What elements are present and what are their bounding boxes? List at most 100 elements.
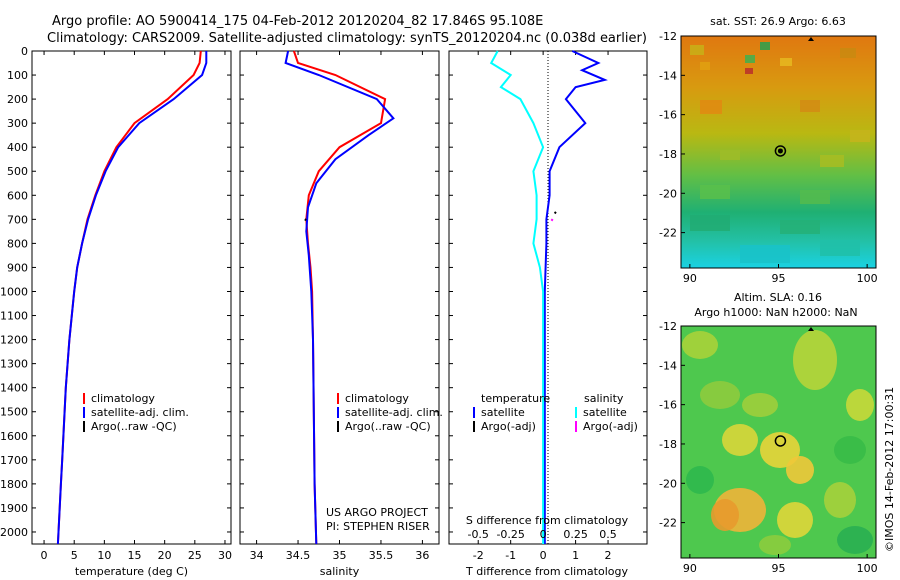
salinity-panel: 34 34.5 35 35.5 36 salinity climatology sate… (239, 50, 443, 578)
x-tick-label: 25 (188, 549, 202, 562)
temperature-xlabel: temperature (deg C) (75, 565, 188, 578)
y-tick-label: 1300 (0, 358, 28, 371)
sla-anomaly-patch (759, 535, 791, 555)
y-tick-label: 2000 (0, 526, 28, 539)
sla-map-subtitle: Argo h1000: NaN h2000: NaN (694, 306, 857, 319)
sst-pixel-block (840, 48, 856, 58)
pi-annotation: PI: STEPHEN RISER (326, 520, 430, 533)
legend-satellite: satellite-adj. clim. (345, 406, 443, 419)
y-tick-label: 1100 (0, 310, 28, 323)
map-y-tick-label: -20 (659, 477, 677, 490)
sla-map-title: Altim. SLA: 0.16 (734, 291, 822, 304)
sla-anomaly-patch (682, 331, 718, 359)
series-climatology (56, 50, 202, 545)
sla-map: Altim. SLA: 0.16 Argo h1000: NaN h2000: … (659, 291, 878, 575)
x-tick-label: 15 (128, 549, 142, 562)
argo-location-marker (774, 435, 787, 447)
y-tick-label: 1800 (0, 478, 28, 491)
x-tick-label: 34.5 (286, 549, 311, 562)
sla-anomaly-patch (837, 526, 873, 554)
credit: ©IMOS 14-Feb-2012 17:00:31 (883, 387, 896, 552)
legend-temperature-title: temperature (481, 392, 550, 405)
sst-pixel-block (700, 62, 710, 70)
sla-anomaly-patch (793, 330, 837, 390)
y-tick-label: 400 (7, 141, 28, 154)
sst-pixel-block (745, 55, 755, 63)
map-x-tick-label: 95 (772, 562, 786, 575)
sst-pixel-block (690, 45, 704, 55)
sst-north-marker (808, 37, 814, 41)
title-line2: Climatology: CARS2009. Satellite-adjuste… (47, 31, 647, 46)
sst-pixel-block (720, 150, 740, 160)
map-y-tick-label: -22 (659, 227, 677, 240)
difference-legend: temperature salinity satellite Argo(-adj… (473, 392, 638, 433)
map-y-tick-label: -20 (659, 187, 677, 200)
argo-location-dot (777, 148, 783, 154)
map-y-tick-label: -16 (659, 399, 677, 412)
y-tick-label: 500 (7, 165, 28, 178)
map-y-tick-label: -12 (659, 30, 677, 43)
x-tick-label: 34 (250, 549, 264, 562)
y-tick-label: 800 (7, 237, 28, 250)
legend-climatology: climatology (91, 392, 155, 405)
temperature-legend: climatology satellite-adj. clim. Argo(..… (83, 392, 189, 433)
sla-anomaly-patch (786, 456, 814, 484)
y-tick-label: 300 (7, 117, 28, 130)
t-difference-xlabel: T difference from climatology (465, 565, 628, 578)
map-y-tick-label: -22 (659, 517, 677, 530)
map-x-tick-label: 90 (683, 562, 697, 575)
y-tick-label: 600 (7, 189, 28, 202)
salinity-legend: climatology satellite-adj. clim. Argo(..… (337, 392, 443, 433)
map-y-tick-label: -14 (659, 69, 677, 82)
y-tick-label: 1500 (0, 406, 28, 419)
legend-t-argo: Argo(-adj) (481, 420, 536, 433)
sla-anomaly-patch (722, 424, 758, 456)
y-tick-label: 1600 (0, 430, 28, 443)
y-tick-label: 1400 (0, 382, 28, 395)
s-tick-label: 0.5 (599, 528, 617, 541)
map-x-tick-label: 100 (857, 562, 878, 575)
y-tick-label: 0 (21, 45, 28, 58)
temperature-axes (31, 50, 232, 545)
legend-salinity-title: salinity (584, 392, 624, 405)
y-tick-label: 1700 (0, 454, 28, 467)
legend-s-satellite: satellite (583, 406, 627, 419)
series-t-argo-adj- (553, 211, 557, 215)
salinity-axes (239, 50, 440, 545)
x-tick-label: 1 (572, 549, 579, 562)
x-tick-label: -2 (473, 549, 484, 562)
legend-argo: Argo(..raw -QC) (91, 420, 177, 433)
series-satellite-adj-clim- (56, 51, 208, 545)
x-tick-label: 2 (605, 549, 612, 562)
map-y-tick-label: -18 (659, 438, 677, 451)
sst-pixel-block (800, 190, 830, 204)
sst-pixel-block (800, 100, 820, 112)
sst-pixel-block (700, 185, 730, 199)
y-tick-label: 900 (7, 261, 28, 274)
sst-pixel-block (760, 42, 770, 50)
series-climatology (292, 50, 387, 545)
sst-pixel-block (780, 220, 820, 234)
project-annotation: US ARGO PROJECT (326, 506, 428, 519)
sst-map: sat. SST: 26.9 Argo: 6.63 90 95 100 -12 -14 -… (659, 15, 878, 285)
sla-anomaly-patch (686, 466, 714, 494)
difference-panel: -2 -1 0 1 2 T difference from climatology S … (448, 50, 648, 578)
sst-pixel-block (700, 100, 722, 114)
sst-pixel-block (745, 68, 753, 74)
x-tick-label: 36 (415, 549, 429, 562)
title-line1: Argo profile: AO 5900414_175 04-Feb-2012… (52, 14, 543, 29)
sla-anomaly-patch (760, 432, 800, 468)
legend-t-satellite: satellite (481, 406, 525, 419)
y-tick-label: 200 (7, 93, 28, 106)
x-tick-label: 30 (218, 549, 232, 562)
sla-anomaly-patch (777, 502, 813, 538)
s-difference-xlabel: S difference from climatology (466, 514, 629, 527)
s-tick-label: 0 (540, 528, 547, 541)
series-s-argo-adj- (550, 218, 554, 222)
series-satellite-adj-clim- (284, 50, 395, 545)
series-t-satellite (543, 50, 608, 544)
x-tick-label: 0 (540, 549, 547, 562)
map-y-tick-label: -12 (659, 320, 677, 333)
sla-anomaly-patch (824, 482, 856, 518)
